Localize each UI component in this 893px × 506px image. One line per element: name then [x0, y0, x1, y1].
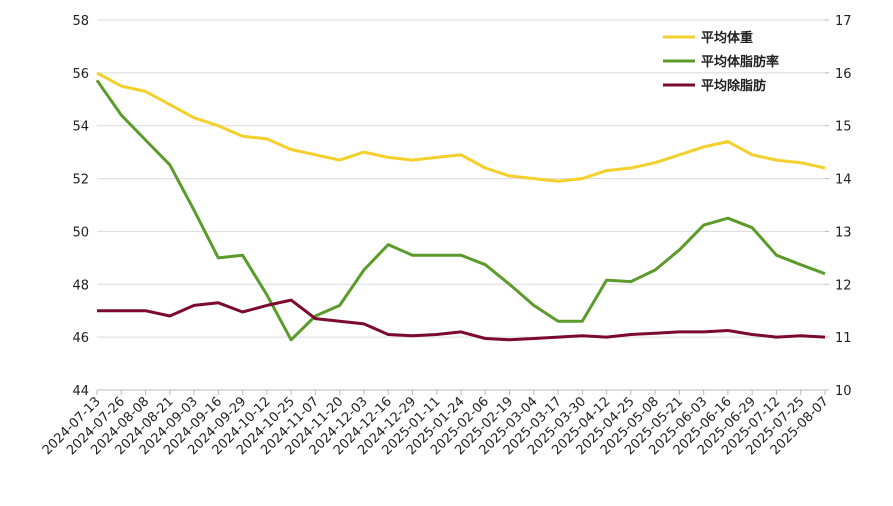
- y2-tick-label: 15: [835, 120, 852, 135]
- y-tick-label: 48: [72, 278, 89, 293]
- y2-tick-label: 11: [835, 331, 852, 346]
- y-tick-label: 54: [72, 120, 89, 135]
- y2-tick-label: 14: [835, 173, 852, 188]
- y-tick-label: 52: [72, 173, 89, 188]
- y-tick-label: 44: [72, 384, 89, 399]
- series-line: [97, 298, 826, 342]
- legend-label: 平均体重: [701, 30, 753, 46]
- y2-tick-label: 13: [835, 225, 852, 240]
- y-tick-label: 58: [72, 14, 89, 29]
- y2-tick-label: 10: [835, 384, 852, 399]
- series-line: [95, 79, 826, 342]
- y-tick-label: 46: [72, 331, 89, 346]
- legend-label: 平均体脂肪率: [701, 54, 779, 70]
- y2-tick-label: 16: [835, 67, 852, 82]
- y-tick-label: 56: [72, 67, 89, 82]
- series-line: [96, 71, 826, 183]
- y-tick-label: 50: [72, 225, 89, 240]
- y2-tick-label: 12: [835, 278, 852, 293]
- legend-label: 平均除脂肪: [701, 78, 766, 94]
- y2-tick-label: 17: [835, 14, 852, 29]
